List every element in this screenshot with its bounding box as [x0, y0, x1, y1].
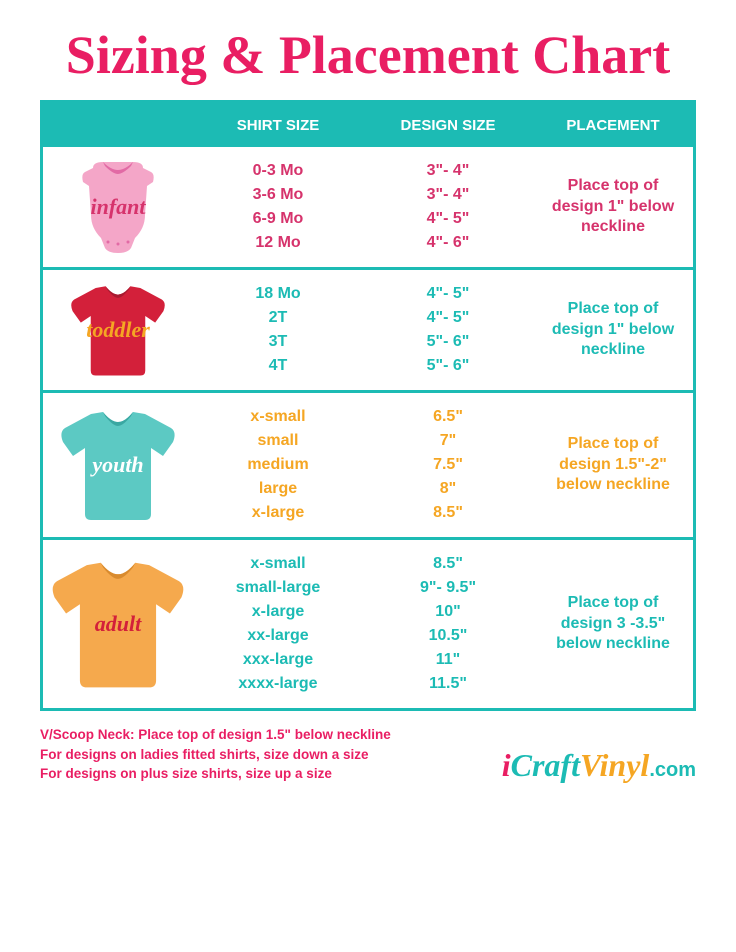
shirt-icon-cell: youth — [43, 408, 193, 523]
shirt-label: adult — [95, 611, 141, 637]
design-size-value: 8" — [440, 477, 456, 501]
shirt-size-value: x-large — [252, 501, 304, 525]
page-title: Sizing & Placement Chart — [40, 24, 696, 86]
logo-part-i: i — [502, 747, 511, 783]
brand-logo: iCraftVinyl.com — [502, 747, 696, 784]
shirt-size-value: x-small — [250, 405, 305, 429]
shirt-size-value: small-large — [236, 576, 320, 600]
shirt-size-value: 12 Mo — [255, 231, 300, 255]
shirt-size-value: x-small — [250, 552, 305, 576]
shirt-label: toddler — [86, 317, 150, 343]
design-size-value: 7" — [440, 429, 456, 453]
design-size-value: 3"- 4" — [427, 159, 470, 183]
design-size-col: 8.5"9"- 9.5"10"10.5"11"11.5" — [363, 552, 533, 696]
table-row: youthx-smallsmallmediumlargex-large6.5"7… — [43, 390, 693, 537]
placement-col: Place top of design 1" below neckline — [533, 299, 693, 361]
table-header: SHIRT SIZE DESIGN SIZE PLACEMENT — [43, 103, 693, 147]
design-size-value: 8.5" — [433, 552, 463, 576]
shirt-size-col: 18 Mo2T3T4T — [193, 282, 363, 378]
shirt-size-value: medium — [247, 453, 308, 477]
shirt-size-col: 0-3 Mo3-6 Mo6-9 Mo12 Mo — [193, 159, 363, 255]
shirt-size-value: x-large — [252, 600, 304, 624]
shirt-size-value: large — [259, 477, 297, 501]
design-size-col: 3"- 4"3"- 4"4"- 5"4"- 6" — [363, 159, 533, 255]
design-size-value: 5"- 6" — [427, 354, 470, 378]
logo-part-inyl: inyl — [600, 747, 650, 783]
shirt-size-col: x-smallsmallmediumlargex-large — [193, 405, 363, 525]
shirt-size-col: x-smallsmall-largex-largexx-largexxx-lar… — [193, 552, 363, 696]
footer-note-line: For designs on ladies fitted shirts, siz… — [40, 745, 391, 765]
shirt-size-value: 0-3 Mo — [253, 159, 304, 183]
design-size-col: 6.5"7"7.5"8"8.5" — [363, 405, 533, 525]
design-size-value: 4"- 5" — [427, 306, 470, 330]
placement-col: Place top of design 3 -3.5" below neckli… — [533, 593, 693, 655]
design-size-value: 4"- 5" — [427, 207, 470, 231]
design-size-value: 8.5" — [433, 501, 463, 525]
placement-col: Place top of design 1.5"-2" below neckli… — [533, 434, 693, 496]
logo-part-v: V — [580, 747, 600, 783]
design-size-value: 4"- 6" — [427, 231, 470, 255]
table-row: adultx-smallsmall-largex-largexx-largexx… — [43, 537, 693, 708]
shirt-size-value: small — [258, 429, 299, 453]
design-size-value: 10.5" — [429, 624, 468, 648]
design-size-value: 9"- 9.5" — [420, 576, 476, 600]
design-size-value: 11" — [436, 648, 461, 672]
shirt-size-value: 3T — [269, 330, 288, 354]
design-size-value: 4"- 5" — [427, 282, 470, 306]
footer-note-line: For designs on plus size shirts, size up… — [40, 764, 391, 784]
shirt-icon-cell: adult — [43, 557, 193, 692]
table-row: infant0-3 Mo3-6 Mo6-9 Mo12 Mo3"- 4"3"- 4… — [43, 147, 693, 267]
design-size-value: 11.5" — [429, 672, 467, 696]
design-size-value: 7.5" — [433, 453, 463, 477]
shirt-size-value: 3-6 Mo — [253, 183, 304, 207]
shirt-size-value: 4T — [269, 354, 288, 378]
shirt-size-value: xxxx-large — [238, 672, 317, 696]
design-size-value: 6.5" — [433, 405, 463, 429]
shirt-icon-cell: toddler — [43, 283, 193, 378]
shirt-icon-cell: infant — [43, 160, 193, 255]
shirt-size-value: 6-9 Mo — [253, 207, 304, 231]
logo-part-craft: Craft — [511, 747, 580, 783]
design-size-value: 5"- 6" — [427, 330, 470, 354]
shirt-size-value: 18 Mo — [255, 282, 300, 306]
shirt-label: youth — [92, 452, 143, 478]
design-size-value: 3"- 4" — [427, 183, 470, 207]
header-placement: PLACEMENT — [533, 117, 693, 134]
design-size-col: 4"- 5"4"- 5"5"- 6"5"- 6" — [363, 282, 533, 378]
sizing-chart: SHIRT SIZE DESIGN SIZE PLACEMENT infant 0… — [40, 100, 696, 711]
table-row: toddler18 Mo2T3T4T4"- 5"4"- 5"5"- 6"5"- … — [43, 267, 693, 390]
shirt-size-value: xx-large — [247, 624, 308, 648]
placement-col: Place top of design 1" below neckline — [533, 176, 693, 238]
header-design-size: DESIGN SIZE — [363, 117, 533, 134]
shirt-size-value: 2T — [269, 306, 288, 330]
header-shirt-size: SHIRT SIZE — [193, 117, 363, 134]
design-size-value: 10" — [435, 600, 460, 624]
shirt-size-value: xxx-large — [243, 648, 313, 672]
footer: V/Scoop Neck: Place top of design 1.5" b… — [40, 725, 696, 784]
logo-part-com: .com — [649, 759, 696, 781]
footer-note-line: V/Scoop Neck: Place top of design 1.5" b… — [40, 725, 391, 745]
footer-notes: V/Scoop Neck: Place top of design 1.5" b… — [40, 725, 391, 784]
shirt-label: infant — [90, 194, 145, 220]
